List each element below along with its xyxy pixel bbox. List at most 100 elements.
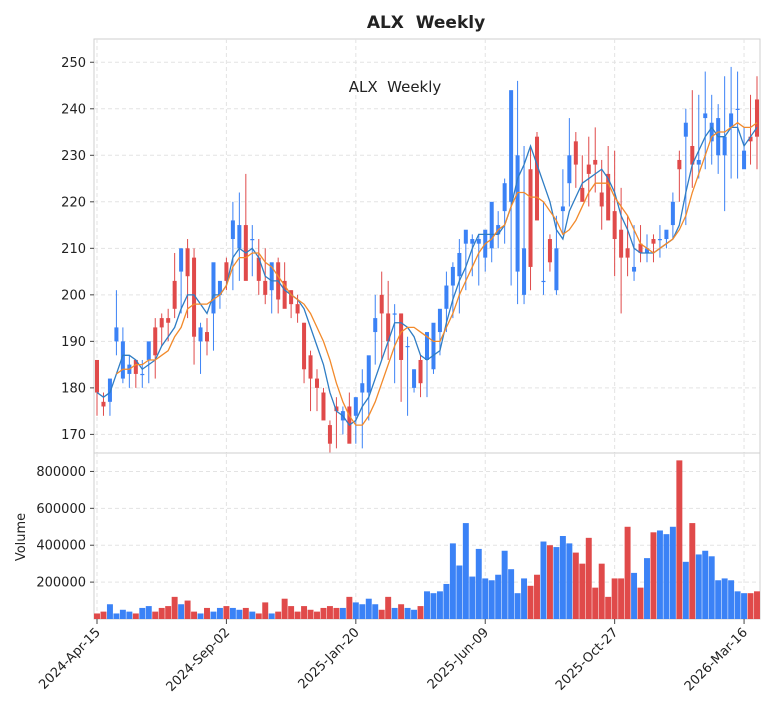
volume-y-axis: 200000 400000 600000 800000	[36, 465, 94, 591]
price-tick-label: 190	[61, 335, 86, 350]
candle-body	[664, 229, 669, 240]
volume-bar	[475, 548, 482, 619]
volume-bar	[119, 609, 126, 619]
candle-body	[314, 378, 320, 388]
volume-bar	[579, 563, 586, 619]
volume-bar	[631, 572, 638, 619]
candle-body	[657, 239, 662, 241]
candle-body	[159, 318, 164, 328]
volume-bar	[378, 609, 385, 619]
candle-body	[476, 239, 481, 244]
candle-body	[179, 248, 184, 272]
candle-body	[366, 355, 371, 393]
volume-bar	[301, 606, 308, 619]
volume-bar	[624, 526, 631, 619]
candle-body	[379, 294, 384, 314]
candle-body	[107, 378, 112, 402]
volume-bar	[411, 609, 418, 619]
volume-bar	[495, 574, 502, 619]
candle-body	[269, 262, 274, 291]
volume-bar	[708, 556, 715, 619]
chart-title: ALX Weekly	[367, 13, 485, 33]
candle-body	[120, 341, 125, 379]
volume-bar	[514, 593, 521, 619]
volume-bar	[521, 578, 528, 619]
volume-axis-label: Volume	[14, 513, 29, 561]
candle-body	[360, 383, 365, 393]
candle-body	[308, 355, 313, 379]
volume-bar	[501, 550, 508, 619]
volume-bar	[436, 591, 443, 619]
volume-tick-label: 400000	[36, 539, 86, 554]
candle-body	[166, 318, 171, 323]
candle-body	[722, 136, 727, 156]
volume-bar	[702, 550, 709, 619]
volume-bar	[94, 613, 100, 619]
volume-bar	[572, 552, 579, 619]
candle-body	[450, 266, 455, 286]
candle-body	[437, 308, 442, 333]
candle-body	[302, 322, 307, 370]
volume-bar	[249, 611, 256, 619]
volume-bar	[346, 596, 353, 619]
volume-bar	[754, 591, 760, 619]
volume-bar	[456, 565, 463, 619]
candle-body	[554, 248, 559, 291]
volume-bar	[585, 537, 592, 619]
volume-bar	[540, 541, 547, 619]
x-tick-label: 2024-Sep-02	[164, 625, 234, 695]
volume-tick-label: 600000	[36, 502, 86, 517]
price-tick-label: 230	[61, 149, 86, 164]
candle-body	[250, 239, 255, 241]
price-tick-label: 170	[61, 428, 86, 443]
volume-bar	[534, 574, 540, 619]
volume-bar	[132, 613, 139, 619]
ma-slow-line	[116, 121, 758, 426]
candle-body	[289, 290, 294, 305]
candle-body	[729, 113, 734, 128]
volume-bar	[184, 600, 191, 619]
volume-bar	[669, 526, 676, 619]
volume-bar	[113, 613, 120, 619]
candle-body	[470, 239, 475, 244]
volume-bar	[559, 536, 566, 619]
volume-bar	[424, 591, 430, 619]
candle-body	[677, 159, 682, 170]
volume-bar	[236, 609, 243, 619]
volume-bar	[262, 602, 269, 619]
volume-bar	[741, 593, 748, 619]
volume-bar	[320, 607, 327, 619]
candle-body	[735, 108, 740, 110]
candle-body	[431, 322, 436, 370]
candle-body	[754, 99, 760, 137]
volume-bar	[314, 611, 320, 619]
volume-bar	[275, 611, 282, 619]
candle-body	[567, 155, 572, 184]
candle-body	[703, 113, 708, 119]
candle-body	[392, 313, 397, 315]
candle-body	[547, 239, 552, 263]
candle-body	[353, 397, 358, 416]
candle-body	[198, 327, 203, 342]
volume-bar	[553, 547, 560, 619]
candle-body	[282, 280, 287, 309]
volume-tick-label: 200000	[36, 576, 86, 591]
volume-bar	[100, 611, 107, 619]
volume-bar	[158, 607, 165, 619]
candle-body	[457, 252, 462, 277]
candle-body	[580, 187, 585, 202]
candle-body	[217, 280, 222, 295]
candle-body	[327, 425, 332, 444]
volume-bar	[546, 545, 553, 619]
x-tick-label: 2025-Jun-09	[425, 625, 492, 692]
candle-body	[748, 136, 753, 142]
candle-body	[644, 248, 650, 253]
volume-bar	[294, 611, 301, 619]
price-tick-label: 210	[61, 242, 86, 257]
volume-bar	[747, 593, 754, 619]
candle-body	[133, 359, 138, 374]
x-tick-label: 2025-Jan-20	[296, 625, 363, 692]
volume-bar	[449, 543, 456, 619]
candle-body	[463, 229, 468, 244]
